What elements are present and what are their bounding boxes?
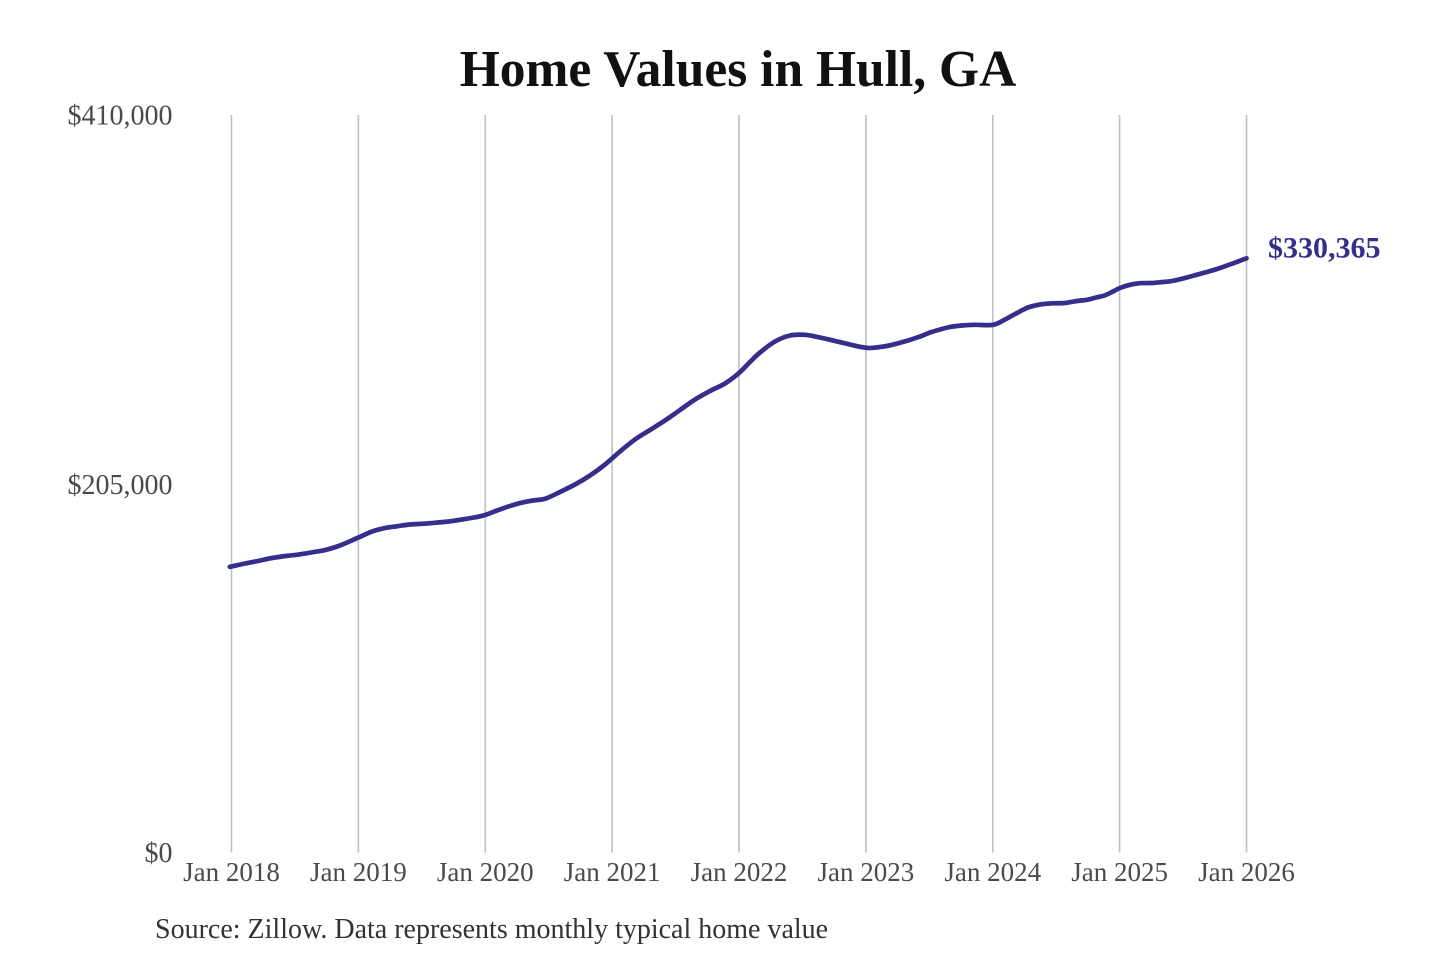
svg-text:Jan 2024: Jan 2024 xyxy=(944,857,1041,887)
svg-text:Jan 2023: Jan 2023 xyxy=(818,857,915,887)
svg-text:$0: $0 xyxy=(145,838,173,869)
svg-text:Jan 2025: Jan 2025 xyxy=(1071,857,1168,887)
svg-text:Home Values in Hull, GA: Home Values in Hull, GA xyxy=(460,41,1017,98)
svg-text:$410,000: $410,000 xyxy=(68,101,173,132)
svg-text:Jan 2018: Jan 2018 xyxy=(183,857,280,887)
svg-text:Jan 2021: Jan 2021 xyxy=(564,857,661,887)
svg-text:Jan 2026: Jan 2026 xyxy=(1198,857,1295,887)
svg-text:Source: Zillow. Data represent: Source: Zillow. Data represents monthly … xyxy=(155,914,828,945)
svg-text:Jan 2019: Jan 2019 xyxy=(310,857,407,887)
svg-text:Jan 2020: Jan 2020 xyxy=(437,857,534,887)
svg-text:Jan 2022: Jan 2022 xyxy=(691,857,788,887)
svg-text:$330,365: $330,365 xyxy=(1268,232,1381,265)
svg-text:$205,000: $205,000 xyxy=(68,470,173,501)
